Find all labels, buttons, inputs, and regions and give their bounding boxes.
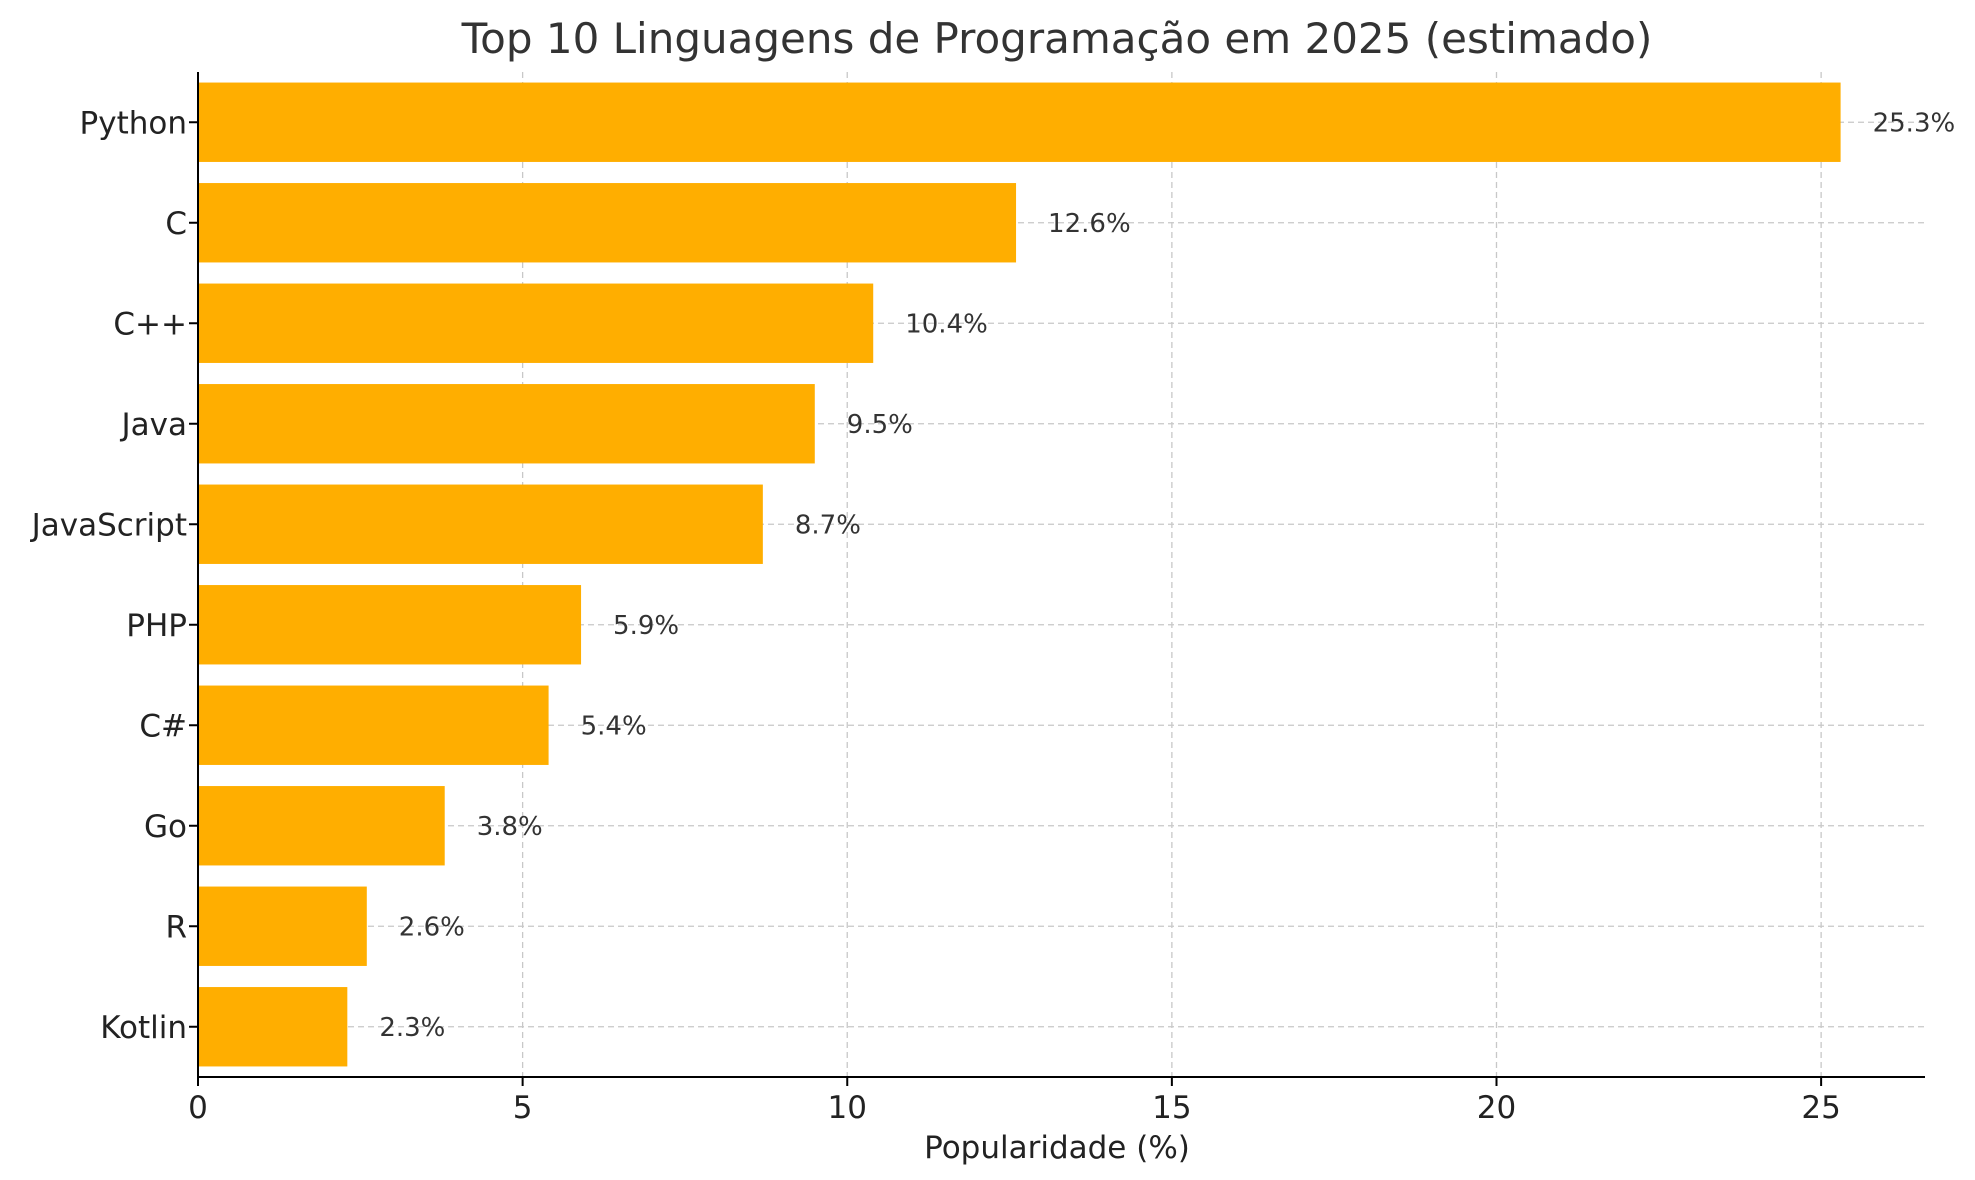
- bar-go: [198, 786, 445, 866]
- data-label: 2.6%: [399, 912, 465, 942]
- bar-c: [198, 183, 1017, 263]
- data-label: 5.9%: [613, 611, 679, 641]
- bar-python: [198, 82, 1841, 162]
- data-label: 10.4%: [905, 309, 988, 339]
- y-tick-label: Kotlin: [100, 1010, 187, 1046]
- x-tick-label: 20: [1477, 1090, 1516, 1126]
- y-tick-label: C: [165, 206, 187, 242]
- data-label: 2.3%: [379, 1013, 445, 1043]
- data-label: 9.5%: [847, 410, 913, 440]
- y-tick-label: Python: [80, 105, 187, 141]
- y-tick-label: C++: [113, 306, 187, 342]
- bar-php: [198, 585, 582, 665]
- x-tick-label: 10: [828, 1090, 867, 1126]
- y-tick-label: Java: [120, 407, 187, 443]
- y-tick-label: PHP: [126, 608, 187, 644]
- x-tick-label: 0: [188, 1090, 208, 1126]
- bar-r: [198, 886, 367, 966]
- x-tick-label: 25: [1801, 1090, 1840, 1126]
- data-label: 3.8%: [477, 812, 543, 842]
- data-label: 12.6%: [1048, 209, 1131, 239]
- bar-c-: [198, 283, 874, 363]
- y-tick-label: JavaScript: [30, 507, 187, 543]
- data-label: 5.4%: [581, 711, 647, 741]
- x-tick-label: 15: [1152, 1090, 1191, 1126]
- bars-layer: [198, 82, 1841, 1067]
- x-axis-label: Popularidade (%): [924, 1130, 1190, 1166]
- axes-layer: Python C C++ Java JavaScript PHP C# Go R Kotlin 0 5…: [30, 72, 1925, 1126]
- x-tick-label: 5: [513, 1090, 533, 1126]
- bar-javascript: [198, 484, 763, 564]
- data-label: 8.7%: [795, 510, 861, 540]
- y-tick-label: R: [165, 909, 187, 945]
- chart-title: Top 10 Linguagens de Programação em 2025…: [461, 14, 1653, 63]
- bar-c-: [198, 685, 549, 765]
- bar-kotlin: [198, 987, 348, 1067]
- data-label: 25.3%: [1873, 108, 1956, 138]
- y-tick-label: C#: [139, 708, 187, 744]
- bar-java: [198, 384, 815, 464]
- y-tick-label: Go: [144, 809, 187, 845]
- data-labels-layer: 25.3% 12.6% 10.4% 9.5% 8.7% 5.9% 5.4% 3.8% 2.6% 2…: [379, 108, 1955, 1043]
